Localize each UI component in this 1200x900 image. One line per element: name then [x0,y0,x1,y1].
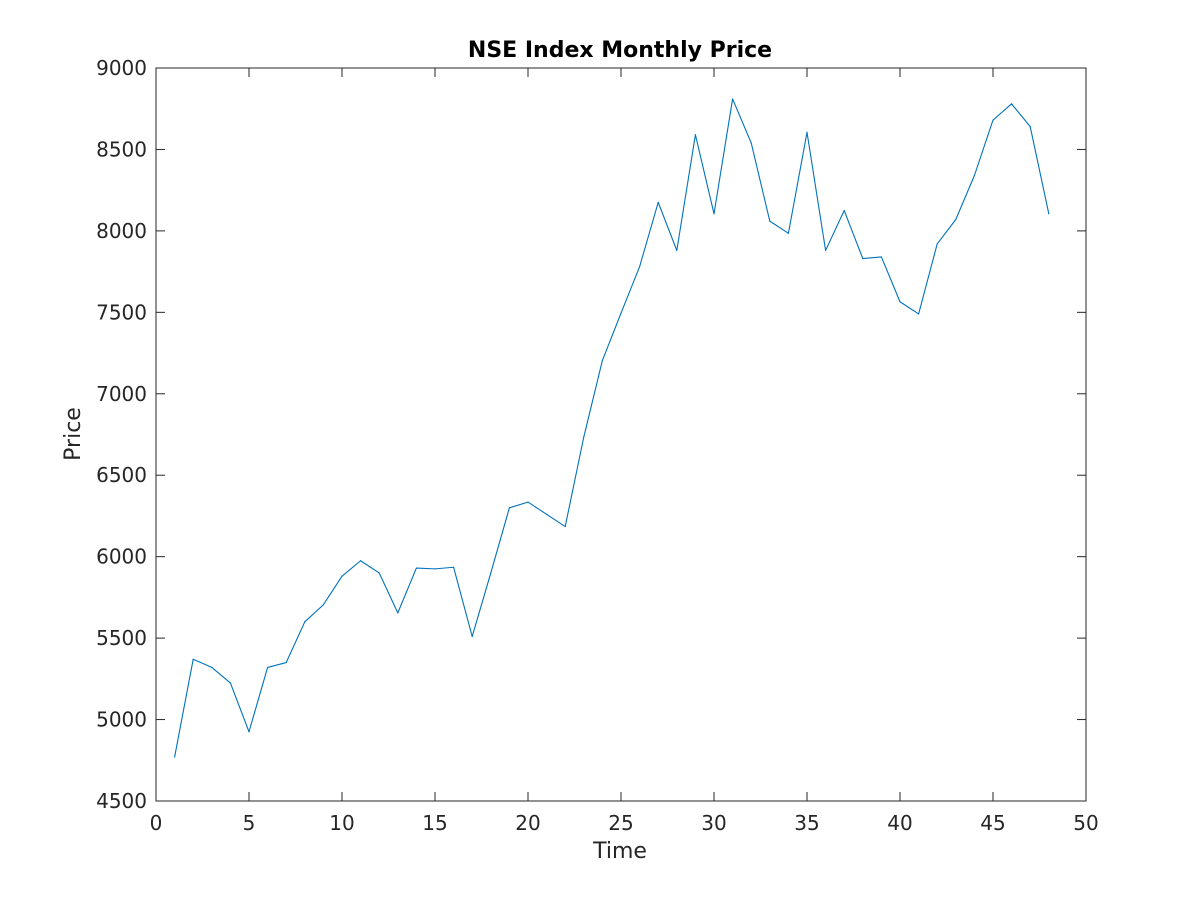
series-line-0 [174,98,1050,758]
y-tick-label: 5000 [96,708,147,732]
y-axis-label: Price [61,407,86,461]
data-point [787,232,790,234]
y-tick-label: 4500 [96,789,147,813]
data-point [750,142,752,144]
x-tick-label: 0 [150,811,163,835]
data-point [862,257,864,260]
data-point [657,201,659,203]
x-tick-label: 5 [243,811,256,835]
x-tick-label: 40 [887,811,912,835]
y-tick-label: 6000 [96,545,147,569]
x-tick-label: 15 [422,811,447,835]
data-point [397,612,399,614]
data-point [304,621,306,623]
chart-title: NSE Index Monthly Price [468,38,772,63]
data-point [843,209,845,212]
data-point [639,266,641,268]
data-point [508,507,510,509]
y-tick-label: 5500 [96,626,147,650]
data-point [899,301,901,303]
data-point [992,119,994,121]
plot-area: 0 5 10 15 20 25 30 35 40 45 50 4500 5000 5500 6000 6500… [96,56,1099,835]
data-point [322,604,324,606]
data-point [713,213,715,215]
y-tick-label: 8000 [96,219,147,243]
data-point [583,436,585,438]
data-point [918,313,920,315]
axes-box [155,67,1087,802]
data-point [955,218,957,221]
data-point [229,682,231,684]
data-point [341,575,343,577]
y-tick-label: 9000 [96,56,147,80]
data-point [601,359,604,361]
x-tick-label: 50 [1073,811,1098,835]
data-point [564,525,566,528]
data-point [694,134,697,136]
data-point [806,131,808,133]
data-point [880,256,883,258]
data-point [769,220,771,222]
x-axis-label: Time [592,839,647,864]
y-tick-label: 7000 [96,382,147,406]
data-point [973,174,976,177]
data-point [192,658,194,660]
x-tick-label: 10 [329,811,354,835]
x-tick-label: 45 [980,811,1005,835]
data-point [248,731,250,733]
data-point [546,513,548,515]
data-point [453,566,455,568]
data-point [267,666,269,669]
x-tick-label: 20 [515,811,540,835]
x-tick-label: 25 [608,811,633,835]
data-point [415,567,417,569]
data-point [211,666,213,669]
data-point [378,572,380,574]
x-tick-label: 35 [794,811,819,835]
y-tick-label: 8500 [96,137,147,161]
data-point [360,560,362,562]
y-tick-label: 6500 [96,463,147,487]
data-point [527,501,529,503]
data-point [1011,103,1013,105]
data-point [1029,126,1031,128]
x-tick-label: 30 [701,811,726,835]
data-point [174,756,176,758]
data-point [471,635,473,638]
data-point [732,98,734,100]
data-point [1048,213,1050,215]
y-tick-label: 7500 [96,300,147,324]
data-point [936,243,938,245]
data-point [285,661,287,664]
data-point [434,568,436,570]
data-point [490,572,492,574]
data-point [825,249,827,252]
data-point [620,312,622,314]
data-point [676,249,678,252]
